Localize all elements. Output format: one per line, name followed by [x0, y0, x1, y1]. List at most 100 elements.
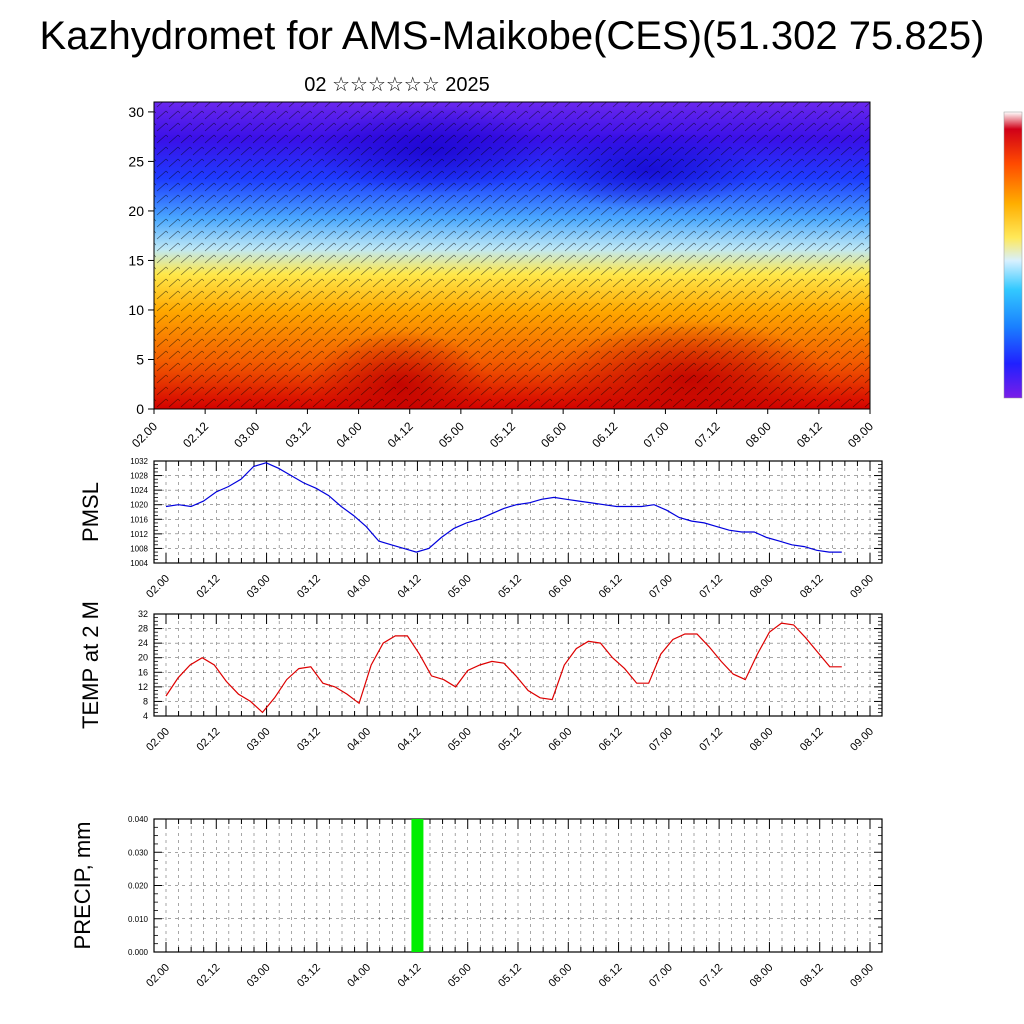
y-axis-label: PRECIP, mm [70, 822, 95, 950]
y-tick-label: 0.030 [128, 848, 149, 857]
y-tick-label: 1024 [130, 486, 148, 495]
x-tick-label: 08.12 [798, 726, 826, 754]
y-tick-label: 25 [128, 153, 144, 169]
series-line [165, 622, 842, 714]
x-tick-label: 07.00 [640, 419, 671, 450]
x-tick-label: 05.12 [487, 419, 518, 450]
x-tick-label: 07.12 [697, 573, 725, 601]
y-tick-label: 12 [138, 682, 148, 692]
x-tick-label: 03.12 [295, 962, 323, 990]
y-tick-label: 32 [138, 609, 148, 619]
x-tick-label: 05.12 [496, 962, 524, 990]
y-tick-label: 20 [138, 653, 148, 663]
x-tick-label: 04.12 [396, 726, 424, 754]
x-tick-label: 07.00 [647, 573, 675, 601]
y-tick-label: 15 [128, 252, 144, 268]
x-tick-label: 05.00 [446, 962, 474, 990]
x-tick-label: 09.00 [848, 962, 876, 990]
y-tick-label: 0.020 [128, 882, 149, 891]
x-tick-label: 06.00 [538, 419, 569, 450]
plot-frame [153, 613, 883, 717]
x-tick-label: 05.12 [496, 573, 524, 601]
precip-bar [411, 819, 424, 952]
plot-frame [153, 818, 883, 953]
x-tick-label: 06.12 [589, 419, 620, 450]
x-tick-label: 04.00 [345, 573, 373, 601]
x-tick-label: 04.12 [396, 573, 424, 601]
x-tick-label: 06.00 [546, 962, 574, 990]
x-tick-label: 05.00 [446, 573, 474, 601]
heatmap-x-axis: 02.00 02.12 03.00 03.12 04.00 04.12 05.00 05.12… [129, 409, 876, 450]
x-tick-label: 03.12 [295, 726, 323, 754]
x-tick-label: 08.12 [798, 962, 826, 990]
x-tick-label: 04.12 [396, 962, 424, 990]
plot-frame [153, 460, 883, 564]
x-tick-label: 02.12 [194, 573, 222, 601]
y-tick-label: 20 [128, 203, 144, 219]
y-axis-label: PMSL [78, 482, 103, 542]
x-tick-label: 04.00 [345, 726, 373, 754]
x-tick-label: 03.12 [295, 573, 323, 601]
x-tick-label: 08.00 [748, 962, 776, 990]
chart-title: Kazhydromet for AMS-Maikobe(CES)(51.302 … [39, 14, 985, 58]
y-tick-label: 1028 [130, 472, 148, 481]
x-tick-label: 03.00 [245, 573, 273, 601]
x-tick-label: 09.00 [845, 419, 876, 450]
x-tick-label: 09.00 [848, 573, 876, 601]
y-tick-label: 28 [138, 624, 148, 634]
x-tick-label: 03.12 [282, 419, 313, 450]
x-tick-label: 07.12 [697, 726, 725, 754]
x-tick-label: 07.12 [692, 419, 723, 450]
x-tick-label: 05.00 [436, 419, 467, 450]
y-tick-label: 1012 [130, 530, 148, 539]
x-tick-label: 03.00 [231, 419, 262, 450]
x-tick-label: 08.00 [748, 573, 776, 601]
x-tick-label: 03.00 [245, 726, 273, 754]
x-tick-label: 08.12 [794, 419, 825, 450]
y-axis-label: TEMP at 2 M [78, 601, 103, 729]
pmsl-panel: 1004 1008 1012 1016 1020 1024 1028 1032 02.00 02.… [78, 457, 883, 601]
x-tick-label: 05.12 [496, 726, 524, 754]
x-tick-label: 08.12 [798, 573, 826, 601]
x-tick-label: 02.12 [180, 419, 211, 450]
x-tick-label: 07.00 [647, 962, 675, 990]
x-tick-label: 08.00 [743, 419, 774, 450]
heatmap-y-axis: 0 5 10 15 20 25 30 [128, 104, 154, 417]
x-tick-label: 05.00 [446, 726, 474, 754]
x-tick-label: 02.00 [144, 962, 172, 990]
x-tick-label: 06.12 [597, 726, 625, 754]
wind-barbs-overlay [154, 102, 870, 409]
chart-subtitle: 02 ☆☆☆☆☆☆ 2025 [304, 74, 490, 96]
y-tick-label: 1016 [130, 515, 148, 524]
y-tick-label: 1032 [130, 457, 148, 466]
x-tick-label: 02.12 [194, 726, 222, 754]
x-tick-label: 02.00 [144, 726, 172, 754]
x-tick-label: 07.12 [697, 962, 725, 990]
x-tick-label: 07.00 [647, 726, 675, 754]
x-tick-label: 04.12 [385, 419, 416, 450]
y-tick-label: 16 [138, 667, 148, 677]
precipitation-panel: 0.000 0.010 0.020 0.030 0.040 02.00 02.12 03.00… [70, 815, 883, 990]
x-tick-label: 04.00 [345, 962, 373, 990]
y-tick-label: 1020 [130, 501, 148, 510]
x-tick-label: 06.00 [546, 726, 574, 754]
y-tick-label: 1008 [130, 544, 148, 553]
x-tick-label: 06.12 [597, 573, 625, 601]
y-tick-label: 5 [136, 351, 144, 367]
y-tick-label: 0.040 [128, 815, 149, 824]
colorbar [1003, 111, 1023, 399]
x-tick-label: 04.00 [334, 419, 365, 450]
x-tick-label: 02.00 [144, 573, 172, 601]
x-tick-label: 06.00 [546, 573, 574, 601]
y-tick-label: 1004 [130, 559, 148, 568]
y-tick-label: 10 [128, 302, 144, 318]
y-tick-label: 24 [138, 638, 148, 648]
x-tick-label: 02.00 [129, 419, 160, 450]
x-tick-label: 09.00 [848, 726, 876, 754]
temperature-panel: 4 8 12 16 20 24 28 32 02.00 02.12 03.00 03.12 04.00 0… [78, 601, 883, 754]
x-tick-label: 08.00 [748, 726, 776, 754]
wind-temperature-panel [154, 102, 870, 409]
x-tick-label: 06.12 [597, 962, 625, 990]
y-tick-label: 4 [143, 711, 148, 721]
